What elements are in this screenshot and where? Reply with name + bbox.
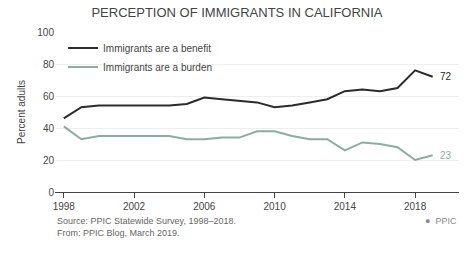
svg-text:PERCEPTION OF IMMIGRANTS IN CA: PERCEPTION OF IMMIGRANTS IN CALIFORNIA: [91, 5, 382, 20]
svg-text:Source: PPIC Statewide Survey,: Source: PPIC Statewide Survey, 1998–2018…: [57, 216, 236, 238]
svg-text:60: 60: [43, 91, 55, 102]
svg-text:2002: 2002: [123, 201, 146, 212]
svg-text:Immigrants are a burden: Immigrants are a burden: [103, 62, 212, 73]
svg-text:2006: 2006: [193, 201, 216, 212]
svg-text:Percent adults: Percent adults: [16, 80, 27, 144]
svg-text:2014: 2014: [334, 201, 357, 212]
svg-text:● PPIC: ● PPIC: [425, 216, 457, 226]
svg-text:20: 20: [43, 155, 55, 166]
svg-text:1998: 1998: [53, 201, 76, 212]
svg-text:23: 23: [440, 150, 452, 161]
svg-text:0: 0: [48, 187, 54, 198]
svg-text:2018: 2018: [404, 201, 427, 212]
svg-text:80: 80: [43, 59, 55, 70]
svg-text:100: 100: [37, 27, 54, 38]
svg-text:Immigrants are a benefit: Immigrants are a benefit: [103, 43, 211, 54]
svg-text:72: 72: [440, 71, 452, 82]
svg-text:40: 40: [43, 123, 55, 134]
svg-text:2010: 2010: [263, 201, 286, 212]
